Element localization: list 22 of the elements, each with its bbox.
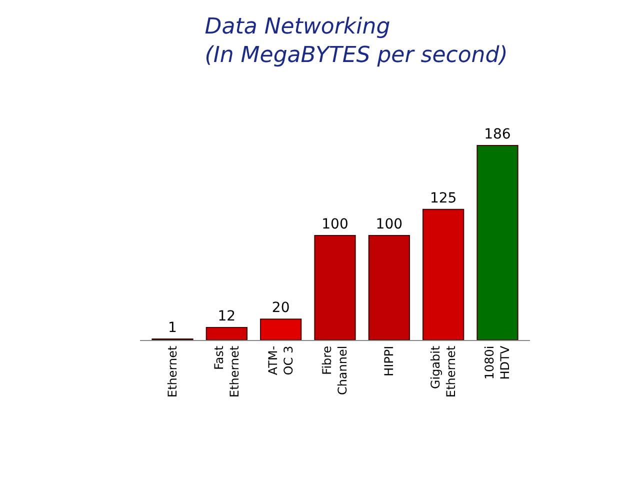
x-tick-label: 1080i HDTV: [482, 345, 512, 380]
bar: [422, 208, 464, 340]
bar: [314, 234, 356, 340]
x-tick-label: HIPPI: [382, 346, 396, 376]
x-tick-label: Fast Ethernet: [212, 346, 242, 398]
data-label: 186: [484, 126, 511, 143]
x-tick-label: ATM- OC 3: [266, 346, 296, 376]
data-label: 12: [218, 308, 236, 324]
chart-subtitle: (In MegaBYTES per second): [204, 43, 508, 68]
bar: [476, 145, 518, 340]
bar: [368, 234, 410, 340]
chart-title: Data Networking: [204, 14, 390, 40]
data-label: 100: [322, 216, 348, 232]
data-label: 1: [168, 320, 177, 336]
x-tick-label: Ethernet: [165, 346, 180, 398]
x-tick-label: Fibre Channel: [320, 346, 350, 396]
bar: [206, 326, 248, 340]
data-label: 100: [376, 216, 403, 232]
x-tick-label: Gigabit Ethernet: [428, 346, 458, 398]
data-label: 20: [272, 300, 290, 316]
bar: [260, 318, 302, 340]
data-label: 125: [430, 190, 457, 206]
